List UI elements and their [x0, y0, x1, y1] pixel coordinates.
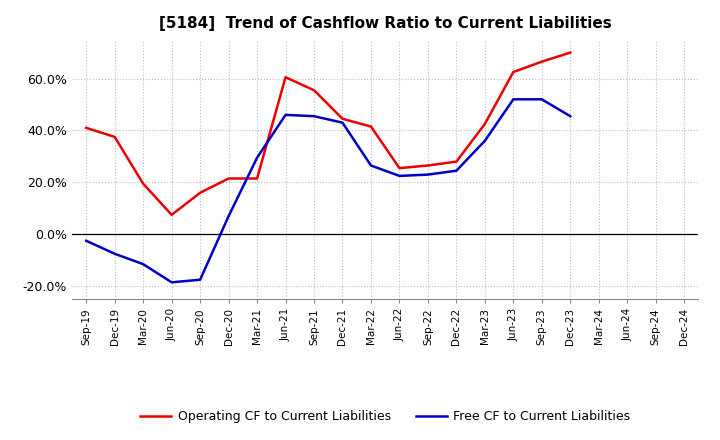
Operating CF to Current Liabilities [282, 75, 290, 80]
Free CF to Current Liabilities [338, 120, 347, 125]
Operating CF to Current Liabilities [395, 165, 404, 171]
Line: Free CF to Current Liabilities: Free CF to Current Liabilities [86, 99, 570, 282]
Operating CF to Current Liabilities [196, 190, 204, 195]
Title: [5184]  Trend of Cashflow Ratio to Current Liabilities: [5184] Trend of Cashflow Ratio to Curren… [159, 16, 611, 32]
Free CF to Current Liabilities [282, 112, 290, 117]
Operating CF to Current Liabilities [537, 59, 546, 64]
Operating CF to Current Liabilities [139, 181, 148, 186]
Free CF to Current Liabilities [196, 277, 204, 282]
Operating CF to Current Liabilities [480, 121, 489, 127]
Operating CF to Current Liabilities [82, 125, 91, 131]
Operating CF to Current Liabilities [423, 163, 432, 168]
Operating CF to Current Liabilities [509, 70, 518, 75]
Free CF to Current Liabilities [566, 114, 575, 119]
Operating CF to Current Liabilities [338, 116, 347, 121]
Operating CF to Current Liabilities [452, 159, 461, 164]
Free CF to Current Liabilities [423, 172, 432, 177]
Free CF to Current Liabilities [537, 97, 546, 102]
Operating CF to Current Liabilities [225, 176, 233, 181]
Operating CF to Current Liabilities [366, 124, 375, 129]
Operating CF to Current Liabilities [167, 212, 176, 217]
Operating CF to Current Liabilities [310, 88, 318, 93]
Operating CF to Current Liabilities [253, 176, 261, 181]
Free CF to Current Liabilities [253, 155, 261, 160]
Free CF to Current Liabilities [225, 213, 233, 219]
Line: Operating CF to Current Liabilities: Operating CF to Current Liabilities [86, 52, 570, 215]
Free CF to Current Liabilities [139, 261, 148, 267]
Free CF to Current Liabilities [395, 173, 404, 179]
Free CF to Current Liabilities [110, 251, 119, 257]
Free CF to Current Liabilities [509, 97, 518, 102]
Free CF to Current Liabilities [480, 138, 489, 143]
Operating CF to Current Liabilities [566, 50, 575, 55]
Free CF to Current Liabilities [310, 114, 318, 119]
Free CF to Current Liabilities [82, 238, 91, 243]
Operating CF to Current Liabilities [110, 134, 119, 139]
Free CF to Current Liabilities [366, 163, 375, 168]
Free CF to Current Liabilities [452, 168, 461, 173]
Free CF to Current Liabilities [167, 280, 176, 285]
Legend: Operating CF to Current Liabilities, Free CF to Current Liabilities: Operating CF to Current Liabilities, Fre… [135, 405, 635, 428]
